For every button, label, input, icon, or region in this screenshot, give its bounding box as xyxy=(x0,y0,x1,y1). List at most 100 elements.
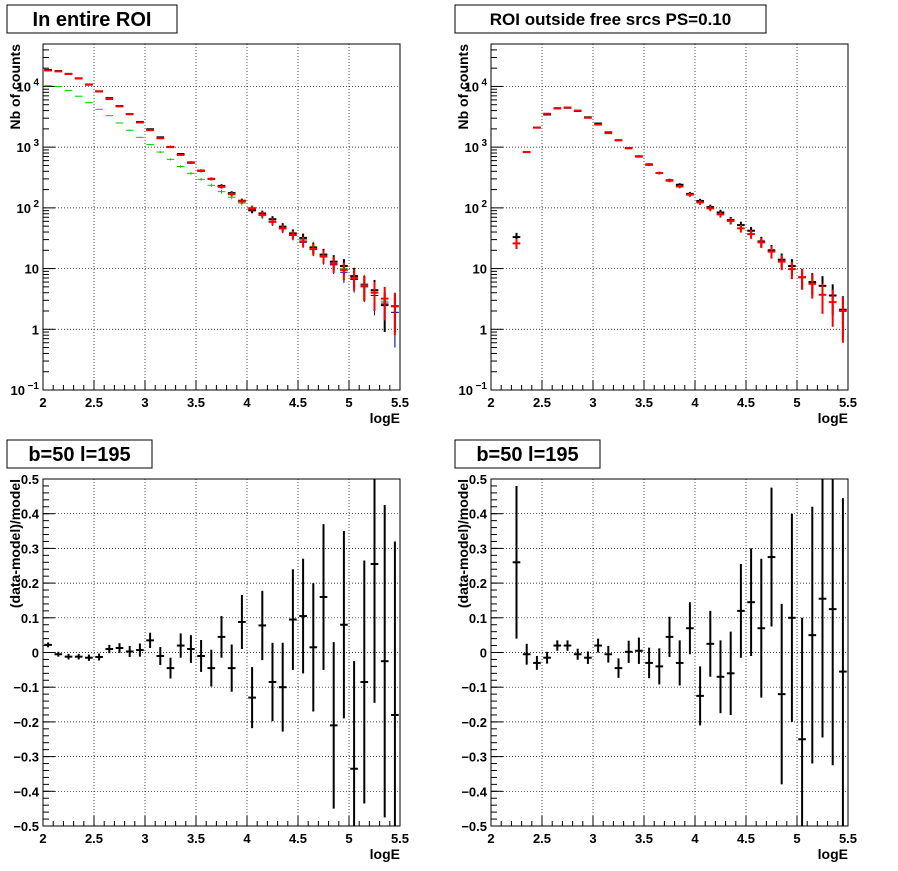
data-point xyxy=(258,211,267,218)
x-tick-label: 2.5 xyxy=(85,831,103,846)
data-point xyxy=(584,116,592,119)
y-tick-label: −0.3 xyxy=(461,750,487,765)
data-point xyxy=(299,558,307,674)
y-tick-exponent: 2 xyxy=(33,199,39,210)
data-point xyxy=(136,121,144,124)
data-point xyxy=(85,83,93,86)
y-axis-title: Nb of counts xyxy=(7,44,23,130)
data-point xyxy=(584,651,592,664)
y-tick-label: 0.5 xyxy=(469,472,487,487)
data-point xyxy=(197,169,205,173)
x-tick-label: 3 xyxy=(141,831,148,846)
x-tick-label: 4.5 xyxy=(289,831,307,846)
data-point xyxy=(808,274,817,299)
data-point xyxy=(115,122,124,124)
data-point xyxy=(828,289,837,327)
data-point xyxy=(95,108,103,110)
data-point xyxy=(340,262,348,281)
data-point xyxy=(115,105,124,108)
data-point xyxy=(217,616,226,658)
data-point xyxy=(767,487,776,627)
data-point xyxy=(675,640,684,686)
y-tick-label: −0.5 xyxy=(13,819,39,834)
data-point xyxy=(737,564,745,658)
y-tick-label: 0.3 xyxy=(469,541,487,556)
data-point xyxy=(553,640,562,651)
data-point xyxy=(319,524,328,670)
x-tick-label: 2 xyxy=(487,395,494,410)
data-point xyxy=(156,151,165,153)
data-point xyxy=(533,126,541,129)
data-point xyxy=(788,261,796,280)
data-point xyxy=(85,654,93,661)
data-point xyxy=(340,531,348,719)
data-point xyxy=(268,642,277,722)
data-point xyxy=(248,667,256,729)
y-tick-label: 0 xyxy=(32,646,39,661)
data-point xyxy=(686,602,694,655)
x-tick-label: 3.5 xyxy=(187,831,205,846)
data-point xyxy=(624,146,633,149)
data-point xyxy=(828,479,837,766)
data-point xyxy=(187,161,195,165)
plot-frame xyxy=(42,43,401,391)
data-point xyxy=(207,183,216,188)
data-point xyxy=(227,192,236,197)
data-point xyxy=(95,653,103,661)
data-point xyxy=(125,129,134,131)
data-point xyxy=(268,218,277,226)
x-tick-label: 5.5 xyxy=(839,831,857,846)
data-point xyxy=(635,155,643,158)
data-point xyxy=(594,123,602,126)
data-point xyxy=(105,115,114,117)
data-point xyxy=(309,583,318,712)
data-point xyxy=(604,645,613,663)
y-tick-label: −0.4 xyxy=(461,784,487,799)
data-point xyxy=(563,106,572,109)
data-point xyxy=(44,642,52,648)
series-2 xyxy=(512,106,847,343)
data-point xyxy=(777,603,786,785)
data-point xyxy=(125,113,134,116)
y-tick-exponent: −1 xyxy=(28,381,40,392)
data-point xyxy=(207,649,216,687)
y-axis-title: (data-model)/model xyxy=(455,479,471,608)
chart-panel-3: 2 2.5 3 3.5 4 4.5 5 5.5 −0.5 −0.4 −0.3 −0.2 −0.1 0 0.1… xyxy=(6,439,409,862)
data-point xyxy=(176,165,185,168)
data-point xyxy=(798,268,806,290)
y-tick-label: −0.2 xyxy=(13,715,39,730)
data-point xyxy=(85,102,93,104)
y-tick-label: 10 xyxy=(465,79,479,94)
data-point xyxy=(818,283,827,314)
data-point xyxy=(156,137,165,140)
x-tick-label: 5 xyxy=(793,395,800,410)
data-point xyxy=(726,631,735,715)
y-tick-label: 10 xyxy=(11,383,25,398)
data-point xyxy=(380,286,389,321)
series-4 xyxy=(44,69,399,336)
data-point xyxy=(624,640,633,663)
data-point xyxy=(696,666,704,726)
data-point xyxy=(197,640,205,672)
y-tick-label: 0.2 xyxy=(21,576,39,591)
data-point xyxy=(726,217,735,225)
data-point xyxy=(299,236,307,247)
x-tick-label: 2 xyxy=(487,831,494,846)
data-point xyxy=(360,276,369,302)
data-point xyxy=(839,498,847,826)
data-point xyxy=(614,658,623,678)
plot-frame xyxy=(42,478,401,827)
x-tick-label: 3 xyxy=(589,395,596,410)
data-point xyxy=(747,230,755,239)
data-point xyxy=(105,98,114,101)
data-point xyxy=(329,257,338,273)
data-point xyxy=(757,237,766,249)
data-point xyxy=(370,282,379,312)
data-point xyxy=(115,643,124,653)
data-point xyxy=(512,238,521,250)
data-point xyxy=(289,230,297,240)
y-tick-label: 0.1 xyxy=(469,611,487,626)
data-point xyxy=(757,558,766,698)
data-point xyxy=(166,657,175,679)
